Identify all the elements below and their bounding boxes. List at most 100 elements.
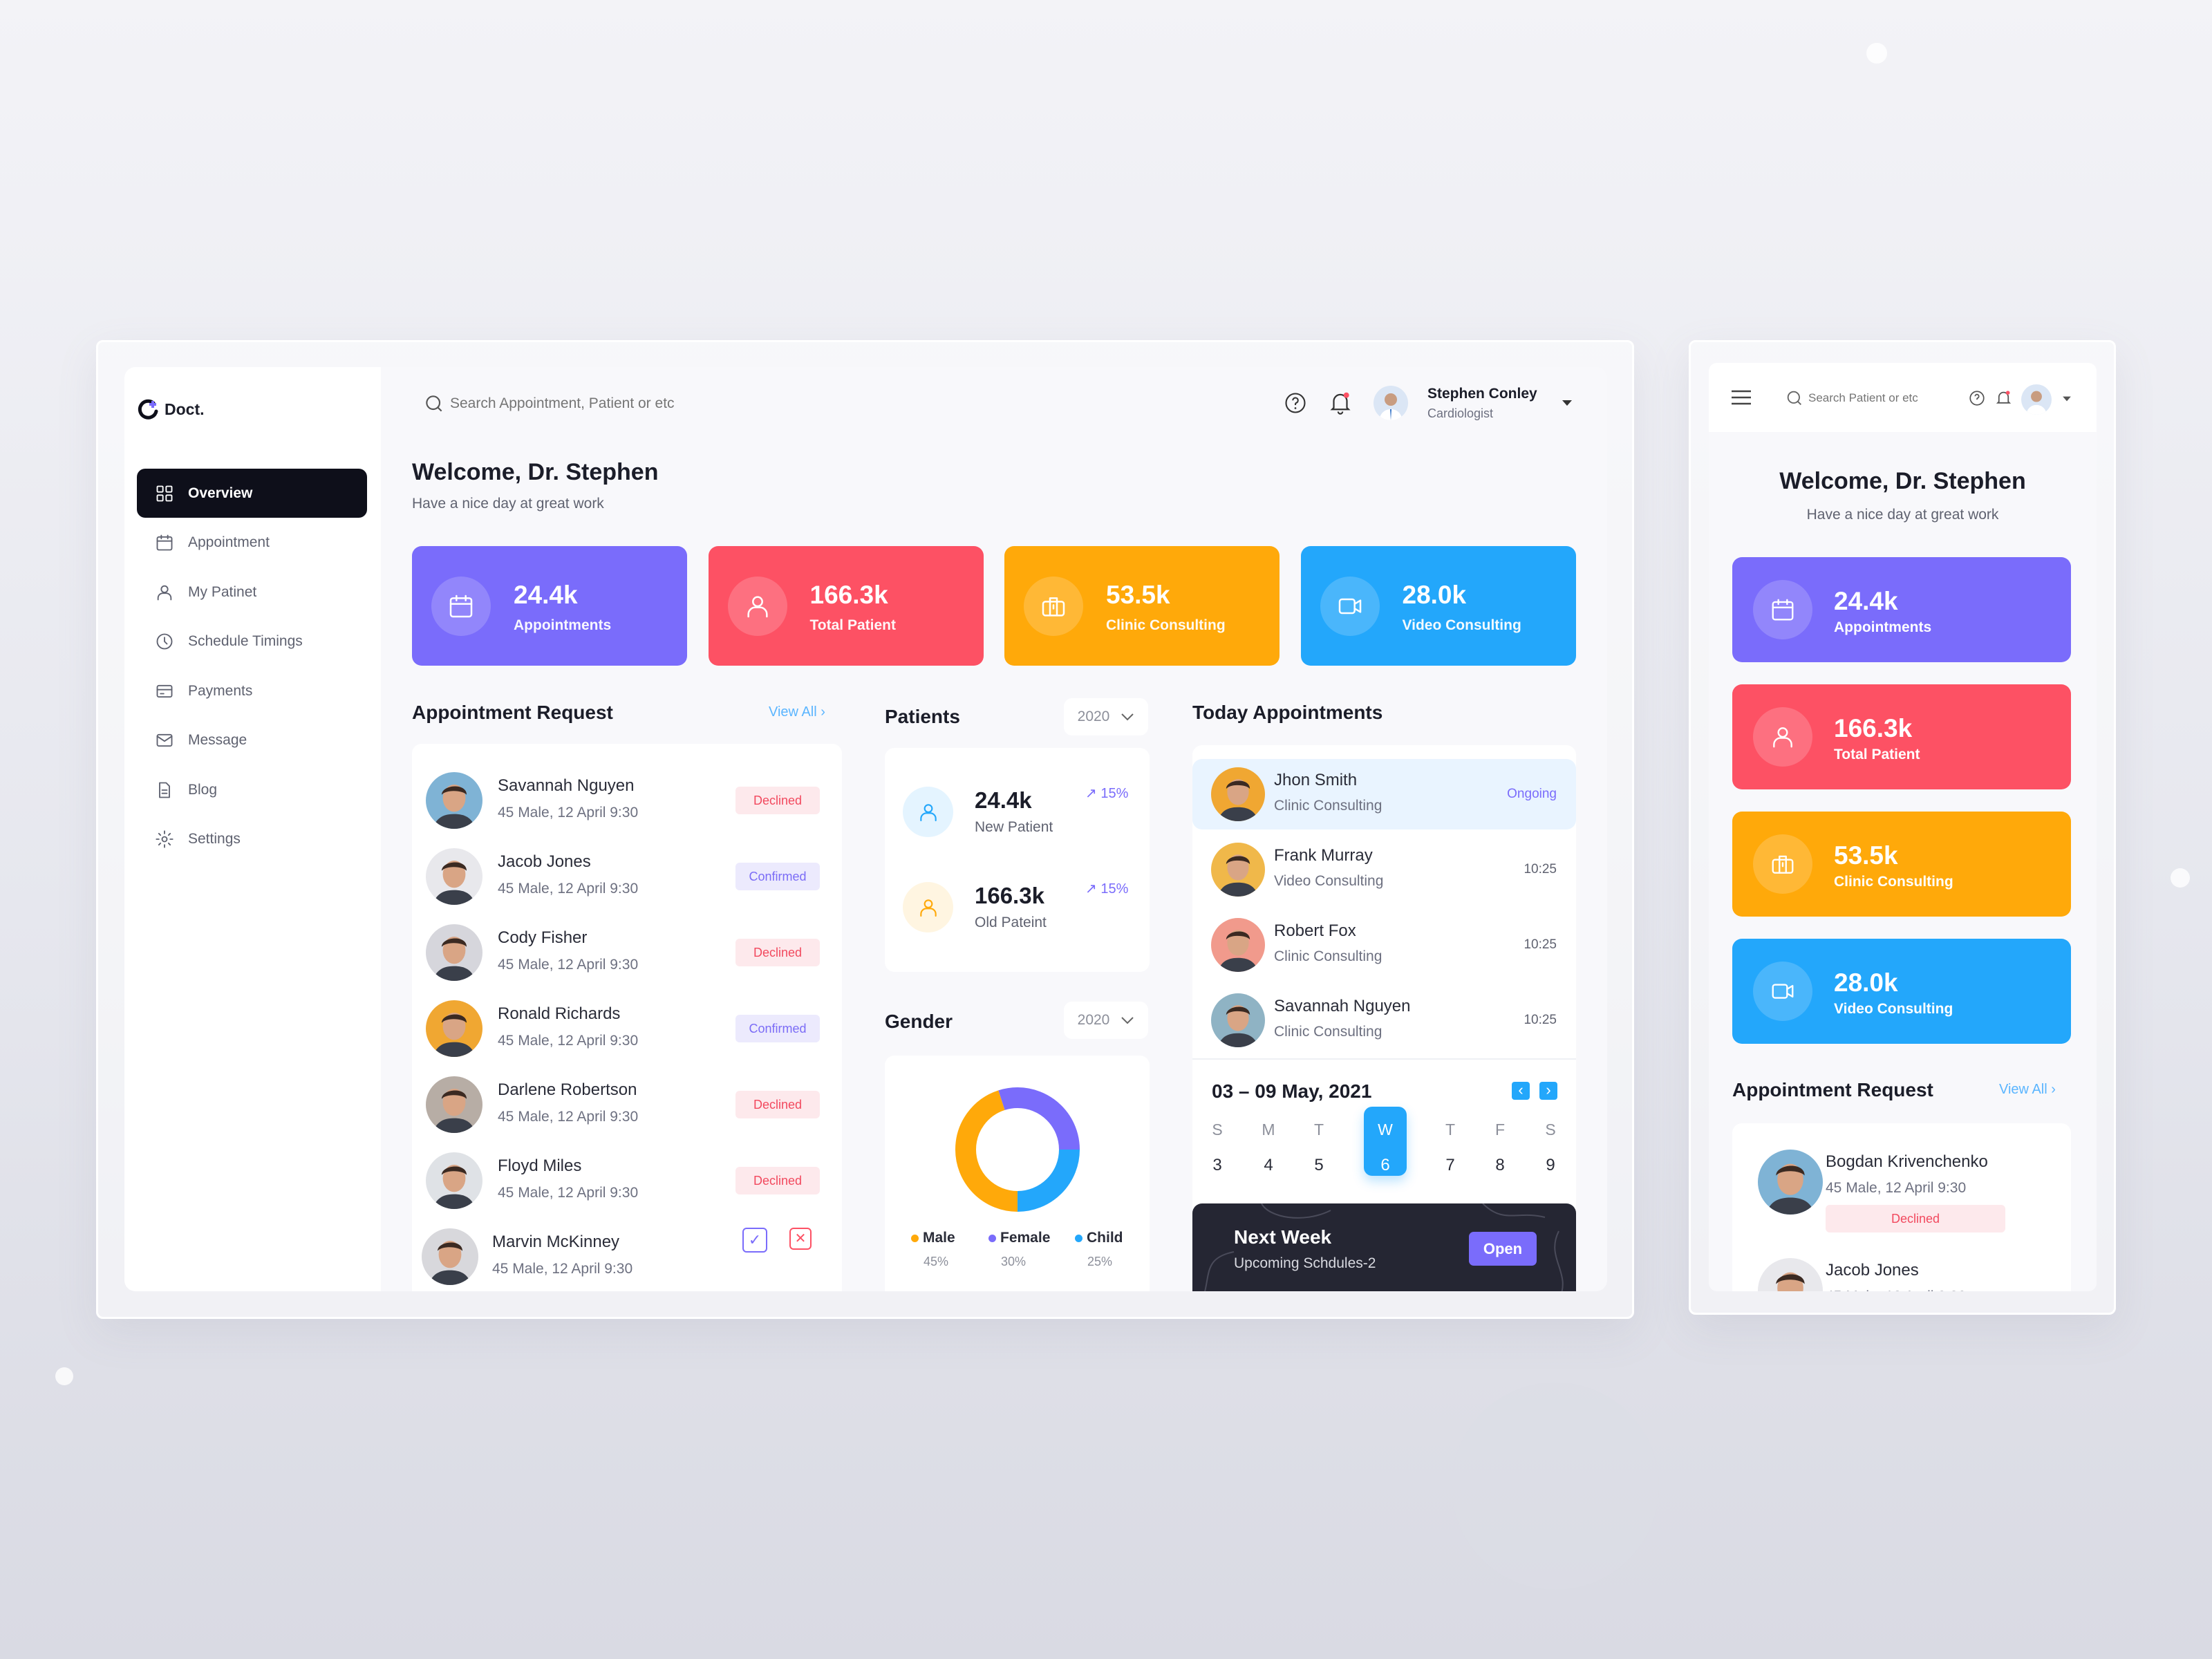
bell-icon[interactable] — [1327, 389, 1353, 415]
search-input[interactable] — [450, 389, 865, 418]
stat-label: Video Consulting — [1834, 1001, 1953, 1017]
sidebar-item-schedule-timings[interactable]: Schedule Timings — [137, 617, 367, 666]
trend-up-icon: ↗ — [1085, 881, 1097, 897]
day-letter: T — [1313, 1121, 1324, 1138]
mobile-stat-card-appointments[interactable]: 24.4k Appointments — [1732, 557, 2071, 662]
appointment-time: 10:25 — [1524, 862, 1557, 877]
sidebar-item-settings[interactable]: Settings — [137, 815, 367, 864]
patient-name: Bogdan Krivenchenko — [1826, 1152, 1988, 1171]
mobile-appointment-request-list: Bogdan Krivenchenko 45 Male, 12 April 9:3… — [1732, 1123, 2071, 1291]
desktop-dashboard: Doct. Overview Appointment My Patinet Sched… — [124, 367, 1607, 1291]
patients-year-dropdown[interactable]: 2020 — [1064, 698, 1148, 735]
patient-value: 24.4k — [975, 787, 1032, 813]
sidebar-item-message[interactable]: Message — [137, 716, 367, 765]
sidebar: Doct. Overview Appointment My Patinet Sched… — [124, 367, 381, 1291]
appointment-name: Savannah Nguyen — [1274, 997, 1411, 1015]
mobile-view-all-link[interactable]: View All › — [1999, 1082, 2056, 1098]
chevron-right-icon: › — [821, 704, 825, 720]
view-all-link[interactable]: View All › — [769, 704, 825, 720]
mobile-search-input[interactable] — [1808, 386, 1967, 410]
mobile-welcome-subtitle: Have a nice day at great work — [1806, 507, 1999, 523]
mobile-welcome-title: Welcome, Dr. Stephen — [1779, 468, 2026, 494]
search-icon — [1787, 391, 1801, 405]
patient-details: 45 Male, 12 April 9:30 — [498, 957, 639, 973]
appointment-time: 10:25 — [1524, 1013, 1557, 1027]
calendar-icon — [449, 594, 473, 618]
stat-card-total-patient[interactable]: 166.3k Total Patient — [708, 546, 984, 666]
avatar — [1211, 843, 1265, 897]
stat-card-appointments[interactable]: 24.4k Appointments — [412, 546, 687, 666]
calendar-next-button[interactable]: › — [1539, 1082, 1557, 1100]
stat-value: 53.5k — [1834, 841, 1898, 870]
sidebar-item-overview[interactable]: Overview — [137, 469, 367, 518]
mobile-stat-card-video-consulting[interactable]: 28.0k Video Consulting — [1732, 939, 2071, 1044]
calendar-prev-button[interactable]: ‹ — [1512, 1082, 1530, 1100]
appointment-type: Video Consulting — [1274, 873, 1384, 889]
chevron-down-icon — [1121, 1017, 1134, 1024]
calendar-range: 03 – 09 May, 2021 — [1212, 1080, 1372, 1102]
avatar — [426, 1076, 482, 1133]
status-badge: Declined — [1826, 1205, 2005, 1232]
card-icon — [156, 684, 173, 697]
donut-slice-female — [955, 1087, 1080, 1212]
clock-icon — [156, 633, 173, 650]
legend-percent: 45% — [924, 1255, 949, 1268]
patient-value: 166.3k — [975, 883, 1044, 908]
avatar — [1758, 1258, 1823, 1291]
patient-details: 45 Male, 12 April 9:30 — [498, 805, 639, 821]
caret-down-icon[interactable] — [1561, 399, 1573, 407]
stat-icon-circle — [1320, 577, 1380, 636]
gender-card: Male 45% Female 30% Child 25% — [885, 1056, 1150, 1291]
help-icon[interactable] — [1968, 389, 1986, 407]
stat-value: 53.5k — [1106, 581, 1170, 609]
view-all-label: View All — [769, 704, 817, 720]
patients-card: 24.4k New Patient ↗ 15% 166.3k Old Pateint ↗ … — [885, 748, 1150, 972]
user-avatar[interactable] — [1374, 386, 1408, 420]
sidebar-item-blog[interactable]: Blog — [137, 765, 367, 814]
appointment-type: Clinic Consulting — [1274, 1024, 1382, 1040]
mobile-dashboard: Welcome, Dr. Stephen Have a nice day at … — [1709, 363, 2097, 1291]
avatar — [426, 772, 482, 829]
day-letter: F — [1494, 1121, 1506, 1138]
caret-down-icon[interactable] — [2061, 395, 2072, 402]
patient-label: Old Pateint — [975, 915, 1047, 930]
sidebar-item-payments[interactable]: Payments — [137, 666, 367, 715]
appointment-request-title: Appointment Request — [412, 702, 613, 723]
logo[interactable]: Doct. — [137, 397, 205, 421]
hamburger-menu-icon[interactable] — [1731, 389, 1752, 406]
patient-name: Darlene Robertson — [498, 1080, 637, 1099]
confirm-button[interactable]: ✓ — [742, 1228, 767, 1253]
decline-button[interactable]: ✕ — [789, 1228, 812, 1250]
user-icon — [747, 596, 768, 618]
legend-label: Female — [1000, 1230, 1051, 1246]
user-role: Cardiologist — [1427, 406, 1494, 420]
sidebar-item-my-patinet[interactable]: My Patinet — [137, 568, 367, 617]
user-name: Stephen Conley — [1427, 386, 1537, 402]
stat-icon-circle — [431, 577, 491, 636]
mobile-stat-card-total-patient[interactable]: 166.3k Total Patient — [1732, 684, 2071, 789]
gender-year-dropdown[interactable]: 2020 — [1064, 1002, 1148, 1039]
help-icon[interactable] — [1283, 391, 1308, 415]
gender-year: 2020 — [1077, 1012, 1110, 1028]
stat-card-video-consulting[interactable]: 28.0k Video Consulting — [1300, 546, 1576, 666]
bell-icon[interactable] — [1994, 388, 2013, 407]
avatar — [422, 1228, 478, 1285]
mobile-stat-card-clinic-consulting[interactable]: 53.5k Clinic Consulting — [1732, 812, 2071, 917]
patient-name: Floyd Miles — [498, 1156, 582, 1175]
avatar — [1758, 1150, 1823, 1215]
sidebar-item-appointment[interactable]: Appointment — [137, 518, 367, 568]
patients-title: Patients — [885, 706, 960, 727]
open-button[interactable]: Open — [1469, 1232, 1537, 1266]
stat-label: Appointments — [514, 617, 612, 633]
document-icon — [159, 782, 170, 798]
stat-value: 166.3k — [809, 581, 888, 609]
user-avatar[interactable] — [2021, 384, 2052, 415]
stat-icon-circle — [1753, 707, 1812, 767]
patient-name: Savannah Nguyen — [498, 776, 635, 795]
legend-dot — [911, 1235, 919, 1242]
briefcase-icon — [1042, 597, 1065, 617]
stat-card-clinic-consulting[interactable]: 53.5k Clinic Consulting — [1004, 546, 1280, 666]
next-week-subtitle: Upcoming Schdules-2 — [1234, 1255, 1376, 1271]
user-icon — [919, 803, 937, 821]
calendar-icon — [1772, 599, 1794, 621]
